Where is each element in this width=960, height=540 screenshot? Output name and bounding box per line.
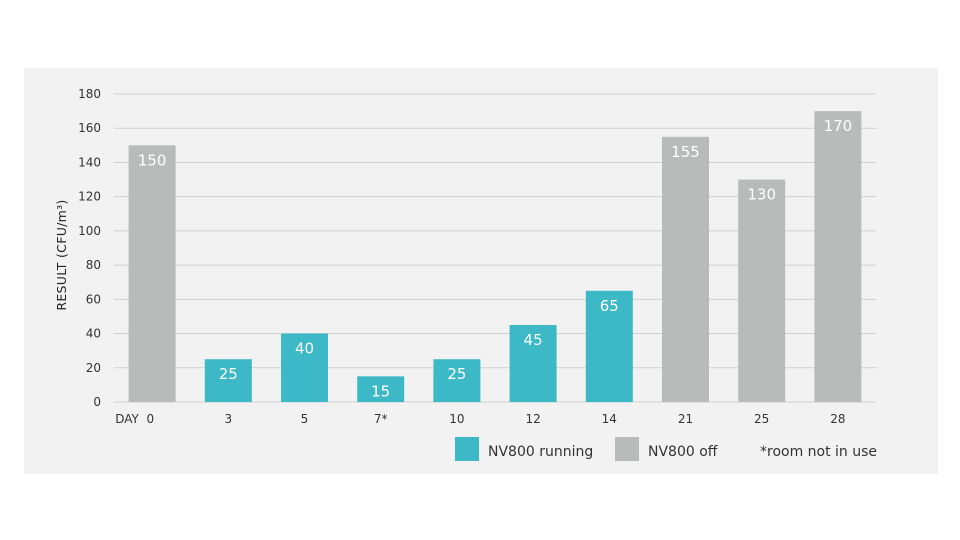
data-label: 25 (219, 365, 238, 383)
footnote: *room not in use (760, 444, 877, 460)
legend-swatch-off (615, 437, 639, 461)
data-label: 40 (295, 340, 314, 358)
bar (204, 359, 252, 402)
bars: 150 25 40 15 25 45 65 155 130 170 (128, 111, 862, 403)
y-axis-ticks: 0 20 40 60 80 100 120 140 160 180 (78, 87, 101, 409)
x-axis-ticks: DAY 0 3 5 7* 10 12 14 21 25 28 (115, 412, 845, 426)
y-tick-label: 120 (78, 190, 101, 204)
legend-label-off: NV800 off (648, 444, 718, 460)
bar (662, 136, 709, 402)
data-label: 170 (824, 117, 853, 135)
legend-label-running: NV800 running (488, 444, 593, 460)
data-label: 130 (747, 186, 776, 204)
x-tick-label: DAY 0 (115, 412, 154, 426)
x-tick-label: 14 (602, 412, 617, 426)
data-label: 150 (138, 151, 167, 169)
x-tick-label: 21 (678, 412, 693, 426)
bar (433, 359, 481, 402)
x-tick-label: 7* (374, 412, 388, 426)
data-label: 45 (524, 331, 543, 349)
x-tick-label: 3 (224, 412, 232, 426)
data-label: 25 (447, 365, 466, 383)
bar (281, 333, 328, 402)
y-tick-label: 40 (86, 327, 101, 341)
y-tick-label: 100 (78, 224, 101, 238)
chart-panel (24, 68, 938, 474)
data-label: 15 (371, 382, 390, 400)
x-tick-label: 12 (525, 412, 540, 426)
y-axis-label: RESULT (CFU/m³) (54, 199, 69, 310)
bar (738, 179, 786, 402)
legend: NV800 running NV800 off *room not in use (455, 437, 877, 461)
x-tick-label: 10 (449, 412, 464, 426)
x-tick-label: 28 (830, 412, 845, 426)
y-tick-label: 80 (86, 258, 101, 272)
y-tick-label: 160 (78, 121, 101, 135)
bar (357, 376, 405, 402)
x-tick-label: 25 (754, 412, 769, 426)
y-tick-label: 140 (78, 155, 101, 169)
bar (585, 290, 633, 402)
y-tick-label: 0 (93, 395, 101, 409)
data-label: 155 (671, 143, 700, 161)
y-tick-label: 180 (78, 87, 101, 101)
y-tick-label: 60 (86, 292, 101, 306)
y-tick-label: 20 (86, 361, 101, 375)
legend-swatch-running (455, 437, 479, 461)
data-label: 65 (600, 297, 619, 315)
x-tick-label: 5 (301, 412, 309, 426)
bar (814, 111, 862, 402)
bar (128, 145, 176, 403)
bar (509, 325, 557, 402)
